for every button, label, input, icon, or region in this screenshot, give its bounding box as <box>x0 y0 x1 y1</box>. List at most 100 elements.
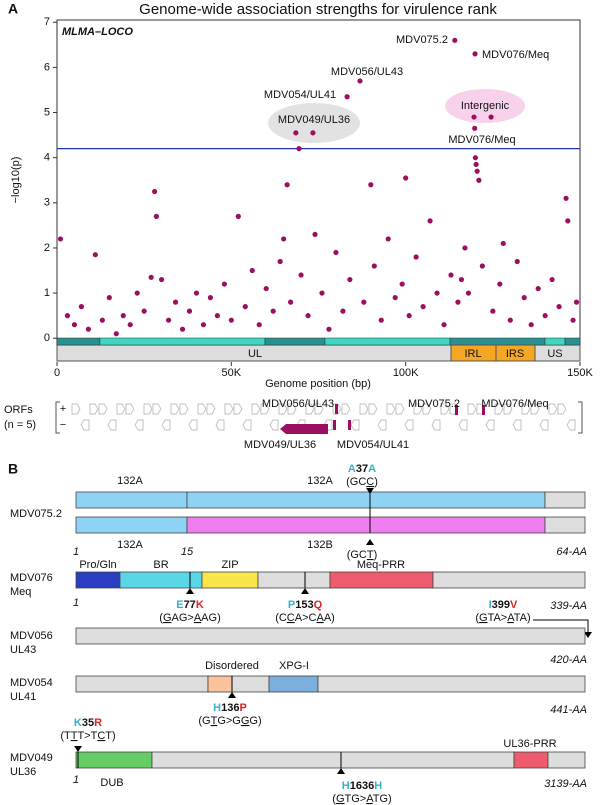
orf <box>215 419 225 431</box>
method-label: MLMA–LOCO <box>62 26 133 38</box>
domain <box>151 751 515 769</box>
mutation-label: A37A <box>348 463 376 475</box>
point <box>71 322 78 328</box>
point <box>542 313 548 319</box>
highlight <box>268 103 360 143</box>
codon-part: G <box>336 793 345 805</box>
domain-label: 132A <box>307 475 333 487</box>
orf <box>368 403 378 415</box>
mut-line <box>533 619 589 632</box>
length-label: 3139-AA <box>544 778 587 790</box>
point <box>403 175 409 181</box>
annotation: MDV076/Meq <box>448 134 515 146</box>
codon-part: G <box>241 715 250 727</box>
orf <box>107 419 117 431</box>
region-label: UL <box>248 348 262 360</box>
mut-pos: 399 <box>492 599 510 611</box>
codon: (GTG>ATG) <box>332 793 391 805</box>
genome-segment <box>99 337 266 346</box>
orf-gene: MDV054/UL41 <box>337 439 409 451</box>
annotation: Intergenic <box>461 100 510 112</box>
point <box>474 168 480 174</box>
orf-gene: MDV076/Meq <box>481 398 548 410</box>
orf <box>287 403 297 415</box>
codon-part: A <box>366 793 374 805</box>
orf <box>377 419 387 431</box>
point <box>99 317 105 323</box>
orf <box>161 419 171 431</box>
domain <box>432 571 586 589</box>
domain-label: BR <box>153 559 168 571</box>
point <box>347 276 353 283</box>
genome-segment <box>324 337 451 346</box>
point <box>427 218 433 224</box>
point <box>256 322 262 328</box>
point <box>406 313 412 319</box>
domain <box>513 751 549 769</box>
codon: (GCT) <box>347 549 378 561</box>
codon-part: A>C <box>295 612 317 624</box>
genome-segment <box>564 337 581 346</box>
domain <box>544 491 586 509</box>
orf <box>134 419 144 431</box>
domain-label: Meq-PRR <box>357 559 405 571</box>
genome-segment <box>449 337 546 346</box>
length-label: 420-AA <box>550 654 587 666</box>
codon-part: ) <box>374 549 378 561</box>
region-label: IRL <box>464 348 481 360</box>
codon-part: G) <box>249 715 261 727</box>
domain <box>75 627 586 645</box>
orf <box>170 403 180 415</box>
point <box>85 326 91 332</box>
orf <box>224 403 234 415</box>
point <box>172 299 179 305</box>
codon-part: A <box>507 612 515 624</box>
orf <box>80 419 90 431</box>
domain <box>231 675 270 693</box>
orf <box>539 419 549 431</box>
annotation: MDV075.2 <box>396 34 448 46</box>
codon-part: T <box>367 549 374 561</box>
point <box>476 177 482 183</box>
length-label: 64-AA <box>556 546 587 558</box>
protein-name: UL36 <box>10 766 36 778</box>
mut-marker <box>301 588 309 594</box>
point <box>462 245 468 251</box>
point <box>413 254 419 260</box>
protein-name: MDV075.2 <box>10 508 62 520</box>
point <box>326 326 332 332</box>
domain-label: Pro/Gln <box>79 559 116 571</box>
codon-part: ) <box>374 476 378 488</box>
codon-part: ( <box>332 793 336 805</box>
length-label: 339-AA <box>550 600 587 612</box>
orf <box>350 419 360 431</box>
domain <box>75 751 153 769</box>
domain-label: Disordered <box>205 660 259 672</box>
domain <box>186 516 546 534</box>
point <box>452 37 458 43</box>
orf <box>188 419 198 431</box>
position-label: 1 <box>73 546 79 558</box>
point <box>319 290 325 296</box>
genome-segment <box>264 337 326 346</box>
domain-label: UL36-PRR <box>503 738 556 750</box>
mut-pos: 1636 <box>350 780 374 792</box>
orf <box>512 419 522 431</box>
point <box>448 272 454 278</box>
point <box>385 236 391 242</box>
point <box>488 114 494 120</box>
codon-part: G <box>479 612 488 624</box>
point <box>465 290 472 296</box>
point <box>296 146 302 152</box>
codon-part: A <box>316 612 324 624</box>
mut-from: H <box>342 780 350 792</box>
point <box>193 290 200 296</box>
point <box>361 299 367 305</box>
protein-name: MDV054 <box>10 677 53 689</box>
point <box>399 281 405 287</box>
orf <box>566 419 576 431</box>
codon: (GTA>ATA) <box>475 612 530 624</box>
orf <box>251 403 261 415</box>
y-tick-label: 7 <box>44 16 50 28</box>
